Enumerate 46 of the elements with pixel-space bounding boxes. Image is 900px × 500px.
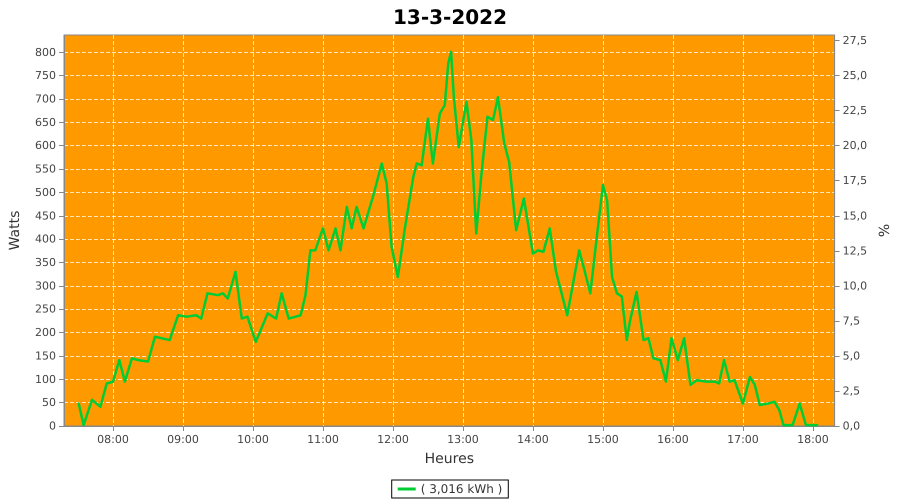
y2-tick-label: 17,5	[842, 174, 868, 188]
y2-tick-label: 20,0	[842, 139, 868, 152]
y-tick-label: 200	[35, 326, 56, 340]
x-tick-label: 14:00	[517, 433, 549, 446]
y-tick-label: 750	[35, 69, 56, 82]
y-tick-label: 150	[35, 349, 56, 362]
x-tick-label: 09:00	[167, 433, 199, 446]
x-tick-label: 16:00	[657, 433, 689, 446]
y2-tick-label: 25,0	[842, 69, 868, 82]
legend-label: ( 3,016 kWh )	[420, 482, 502, 496]
x-tick-label: 13:00	[447, 433, 479, 446]
y-tick-label: 500	[35, 186, 56, 199]
y-tick-label: 0	[49, 420, 56, 432]
x-tick-label: 17:00	[727, 433, 759, 446]
y-tick-label: 450	[35, 209, 56, 222]
y2-tick-label: 2,5	[842, 384, 860, 398]
y-tick-label: 800	[35, 46, 56, 59]
y-tick-label: 350	[35, 256, 56, 269]
x-tick-label: 11:00	[307, 433, 339, 446]
x-tick-label: 15:00	[587, 433, 619, 446]
y2-tick-label: 10,0	[842, 279, 868, 292]
y2-tick-label: 22,5	[842, 104, 868, 118]
y-tick-label: 550	[35, 162, 56, 176]
chart-title: 13-3-2022	[392, 5, 508, 29]
line-series	[77, 50, 818, 426]
y-tick-label: 400	[35, 232, 56, 246]
y-tick-label: 650	[35, 116, 56, 129]
y2-tick-label: 27,5	[842, 34, 868, 48]
x-tick-label: 10:00	[237, 433, 269, 446]
y-axis-title: Watts	[7, 210, 23, 250]
y-tick-label: 600	[35, 139, 56, 152]
y-tick-label: 700	[35, 92, 56, 106]
y2-tick-label: 0,0	[842, 420, 860, 432]
y2-tick-label: 5,0	[842, 349, 860, 362]
y-tick-label: 300	[35, 279, 56, 292]
y2-tick-label: 15,0	[842, 209, 868, 222]
x-tick-label: 18:00	[797, 433, 829, 446]
y-tick-label: 50	[42, 396, 56, 410]
y2-axis-title: %	[877, 224, 893, 238]
x-axis-title: Heures	[424, 451, 474, 467]
y2-tick-label: 7,5	[842, 314, 860, 328]
y-tick-label: 100	[35, 372, 56, 386]
y-tick-label: 250	[35, 302, 56, 316]
x-tick-label: 12:00	[377, 433, 409, 446]
y2-tick-label: 12,5	[842, 244, 868, 258]
x-tick-label: 08:00	[97, 433, 129, 446]
